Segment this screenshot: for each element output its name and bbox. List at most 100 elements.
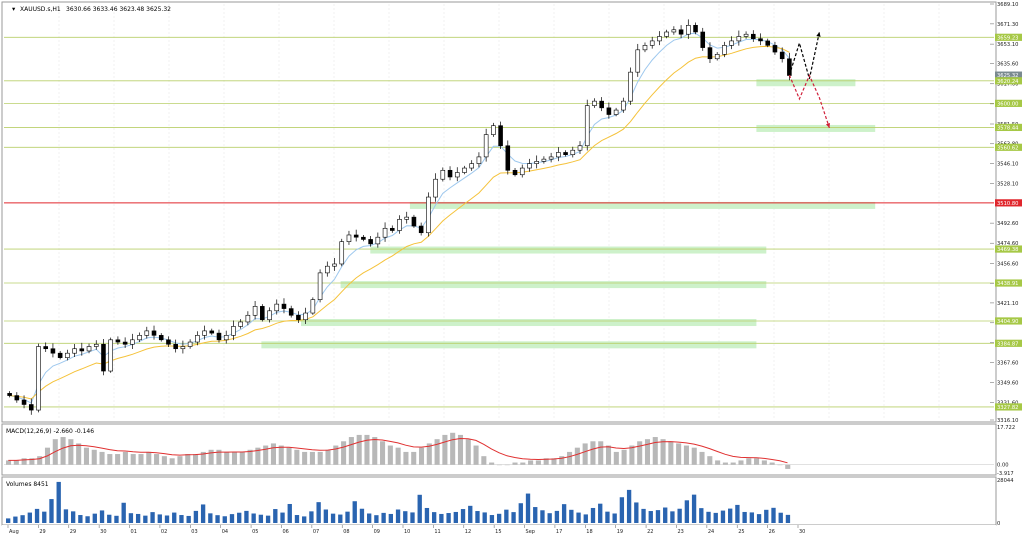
volume-panel: 28044 0 Volumes 8451 — [1, 476, 1014, 527]
symbol-label: XAUUSD.s,H1 — [20, 6, 61, 13]
volume-bar — [157, 514, 162, 523]
volume-bar — [128, 513, 134, 523]
macd-hist-bar — [107, 454, 113, 465]
candle-body — [397, 219, 402, 231]
macd-hist-bar — [83, 447, 89, 465]
macd-hist-bar — [130, 454, 136, 465]
forecast-arrows — [788, 31, 831, 129]
support-zone — [756, 124, 876, 132]
macd-hist-bar — [348, 437, 354, 465]
macd-hist-bar — [21, 458, 27, 465]
candle-body — [274, 303, 280, 312]
macd-hist-bar — [605, 445, 612, 465]
volume-bar — [85, 516, 90, 523]
macd-hist-bar — [286, 447, 292, 465]
candle-body — [28, 404, 34, 411]
volume-bar — [70, 511, 76, 523]
candle-body — [563, 152, 568, 155]
macd-hist-bar — [99, 451, 105, 465]
candle-body — [195, 335, 200, 343]
volume-bar — [251, 513, 256, 523]
candle-body — [483, 134, 489, 158]
macd-hist-bar — [333, 445, 339, 465]
macd-hist-bar — [582, 443, 588, 465]
macd-hist-bar — [442, 434, 448, 465]
macd-title: MACD(12,26,9) -2.660 -0.146 — [6, 428, 94, 435]
candle-body — [72, 348, 77, 354]
volume-bar — [352, 501, 357, 523]
level-label-text: 3625.32 — [997, 73, 1018, 79]
candle-body — [296, 314, 301, 321]
macd-hist-bar — [520, 462, 526, 465]
volume-bar — [410, 512, 415, 523]
candle-body — [440, 169, 446, 180]
candle-body — [426, 196, 431, 234]
candle-body — [202, 330, 207, 336]
time-tick-label: 11 — [434, 529, 440, 535]
candle-body — [707, 47, 713, 60]
candle-body — [382, 227, 388, 238]
volume-bar — [143, 515, 148, 523]
candle-body — [671, 29, 677, 33]
level-label-box — [995, 199, 1022, 207]
forecast-up-arrow-head — [816, 31, 821, 37]
candle-body — [361, 236, 366, 240]
volume-bar — [374, 515, 379, 523]
candle-body — [454, 172, 460, 178]
macd-hist-bar — [6, 460, 12, 465]
volume-bar — [655, 510, 661, 523]
volume-bar — [395, 509, 401, 523]
macd-hist-bar — [528, 460, 534, 465]
candle-body — [108, 339, 113, 372]
macd-panel: 17.722 0.00 -3.917 MACD(12,26,9) -2.660 -0… — [1, 423, 1015, 477]
candle-body — [158, 335, 164, 341]
volume-bar — [771, 507, 776, 523]
candle-body — [151, 330, 157, 336]
candle-body — [736, 36, 742, 42]
macd-hist-bar — [91, 449, 97, 465]
candle-body — [779, 51, 785, 60]
header-collapse-icon[interactable]: ▾ — [12, 5, 16, 13]
candle-body — [686, 25, 691, 35]
time-tick-label: 07 — [313, 529, 319, 535]
volume-bar — [547, 513, 552, 523]
volume-bar — [446, 513, 451, 523]
time-tick-label: Aug — [9, 529, 19, 535]
time-tick-label: 02 — [161, 529, 167, 535]
level-label-text: 3384.87 — [997, 341, 1018, 347]
volume-bar — [496, 513, 502, 523]
volume-bar — [583, 514, 588, 523]
volume-bar — [619, 497, 625, 523]
volume-bar — [720, 510, 726, 523]
volume-bar — [785, 514, 791, 523]
volume-bar — [99, 510, 105, 523]
candle-body — [476, 156, 482, 164]
candle-body — [534, 161, 539, 164]
volume-bar — [598, 503, 603, 523]
macd-hist-bar — [660, 439, 666, 465]
candle-body — [65, 352, 70, 358]
candle-body — [404, 216, 410, 220]
macd-hist-bar — [29, 458, 35, 465]
volume-bar — [713, 512, 718, 523]
volume-bar — [590, 507, 596, 523]
macd-hist-bar — [722, 462, 728, 465]
volume-bar — [237, 512, 242, 523]
volume-bar — [330, 513, 336, 523]
macd-hist-bar — [356, 434, 362, 465]
candle-body — [462, 167, 467, 173]
macd-hist-bar — [746, 458, 752, 465]
candle-body — [86, 346, 92, 352]
support-zone — [370, 246, 767, 254]
candle-body — [368, 239, 373, 245]
candle-body — [187, 341, 193, 347]
macd-hist-bar — [224, 451, 230, 465]
macd-hist-bar — [473, 445, 479, 465]
volume-bar — [417, 494, 422, 523]
price-tick-label: 3421.10 — [997, 301, 1018, 307]
level-label-text: 3327.82 — [997, 405, 1018, 411]
macd-hist-bar — [434, 439, 440, 465]
macd-hist-bar — [247, 449, 253, 465]
level-label-text: 3578.44 — [997, 126, 1019, 132]
macd-hist-bar — [403, 451, 409, 465]
